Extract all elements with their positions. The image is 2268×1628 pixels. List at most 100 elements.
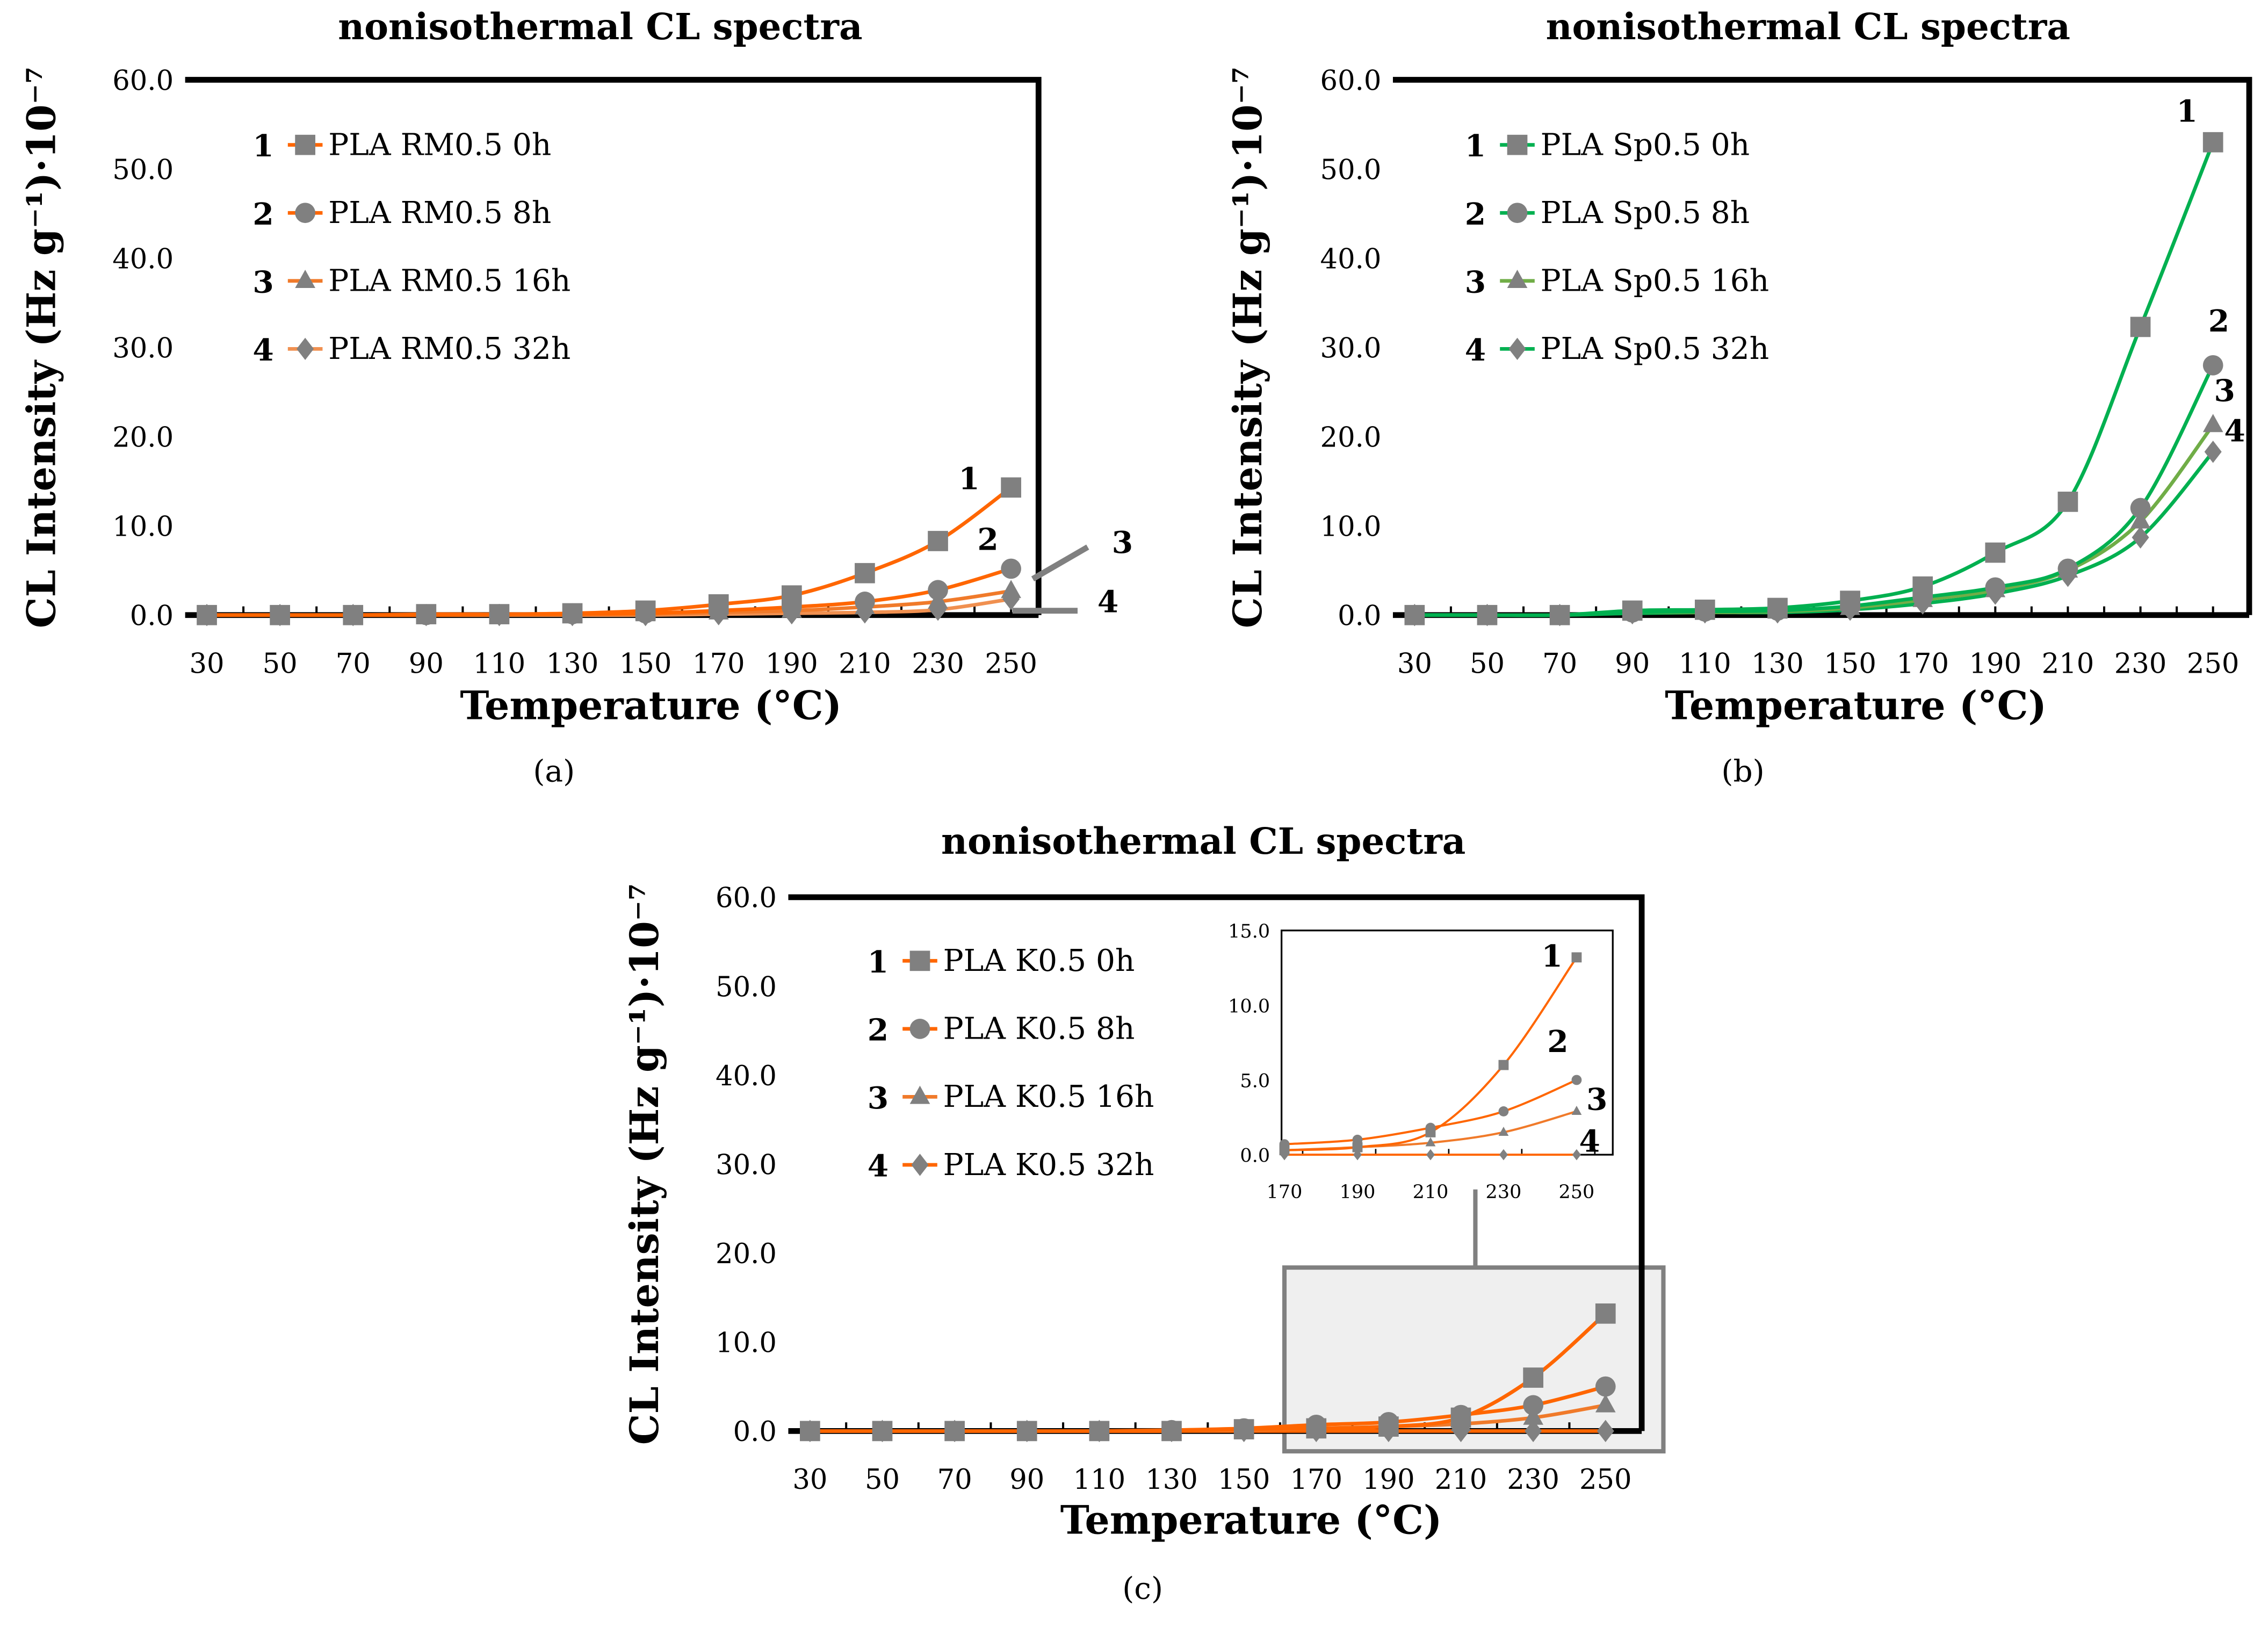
x-tick-label: 210 <box>1435 1464 1487 1496</box>
circle-marker <box>1498 1106 1509 1116</box>
square-marker <box>270 604 290 625</box>
x-tick-label: 30 <box>190 648 225 680</box>
curve-label-4: 4 <box>2224 414 2245 449</box>
series-1 <box>800 1303 1616 1442</box>
y-tick-label: 0.0 <box>733 1416 777 1448</box>
x-tick-label: 50 <box>263 648 298 680</box>
legend-number: 3 <box>1465 264 1486 300</box>
legend-number: 2 <box>252 197 273 232</box>
triangle-marker <box>1595 1394 1616 1413</box>
diamond-marker <box>1597 1420 1614 1443</box>
x-tick-label: 250 <box>1579 1464 1632 1496</box>
inset-y-tick-label: 5.0 <box>1240 1070 1270 1092</box>
circle-marker <box>928 580 948 601</box>
y-axis-label: CL Intensity (Hz g⁻¹)·10⁻⁷ <box>622 883 668 1445</box>
legend-item-3: 3 PLA Sp0.5 16h <box>1465 264 1769 300</box>
legend-item-3: 3 PLA RM0.5 16h <box>252 264 570 300</box>
inset-curve-label-2: 2 <box>1547 1024 1568 1060</box>
circle-marker <box>1595 1376 1616 1397</box>
square-marker <box>1016 1421 1037 1442</box>
curve-label-2: 2 <box>977 522 998 558</box>
legend-number: 4 <box>868 1148 889 1184</box>
y-axis-label: CL Intensity (Hz g⁻¹)·10⁻⁷ <box>1225 67 1271 628</box>
square-marker <box>489 604 510 624</box>
legend-label: PLA RM0.5 32h <box>328 332 570 366</box>
square-marker <box>2130 316 2151 337</box>
y-tick-label: 30.0 <box>716 1149 777 1181</box>
legend-label: PLA K0.5 8h <box>943 1012 1135 1047</box>
legend-number: 2 <box>1465 197 1486 232</box>
diamond-marker <box>2132 526 2149 549</box>
x-tick-label: 30 <box>792 1464 827 1496</box>
square-marker <box>1523 1367 1544 1388</box>
plot-frame <box>1392 77 2252 615</box>
y-tick-label: 20.0 <box>112 422 174 454</box>
legend-number: 1 <box>1465 128 1486 164</box>
legend-label: PLA Sp0.5 8h <box>1541 196 1750 230</box>
y-tick-label: 10.0 <box>716 1328 777 1359</box>
square-marker <box>1352 1142 1363 1152</box>
y-tick-label: 20.0 <box>1320 422 1382 454</box>
inset-x-tick-label: 230 <box>1486 1182 1522 1203</box>
chart-title: nonisothermal CL spectra <box>338 5 862 48</box>
triangle-marker <box>2202 414 2223 433</box>
x-tick-label: 190 <box>1362 1464 1415 1496</box>
square-marker <box>562 603 583 624</box>
x-tick-label: 150 <box>1824 648 1876 680</box>
x-tick-label: 230 <box>2114 648 2167 680</box>
y-tick-label: 50.0 <box>112 154 174 186</box>
diamond-marker <box>1508 337 1526 361</box>
chart-panel-b: nonisothermal CL spectra (b) Temperature (… <box>1225 5 2252 789</box>
plot-frame <box>185 77 1042 615</box>
square-marker <box>1549 604 1570 625</box>
diamond-marker <box>297 337 314 361</box>
square-marker <box>872 1421 893 1442</box>
legend-label: PLA Sp0.5 0h <box>1541 128 1750 163</box>
x-tick-label: 210 <box>839 648 891 680</box>
square-marker <box>1001 477 1021 498</box>
square-marker <box>800 1421 820 1442</box>
x-tick-label: 90 <box>1615 648 1650 680</box>
legend-label: PLA K0.5 32h <box>943 1148 1154 1183</box>
x-tick-label: 210 <box>2042 648 2094 680</box>
inset-y-tick-label: 15.0 <box>1228 921 1270 942</box>
circle-marker <box>2057 558 2078 579</box>
legend-label: PLA RM0.5 0h <box>328 128 551 163</box>
curve-label-3: 3 <box>1112 525 1133 560</box>
legend-label: PLA Sp0.5 32h <box>1541 332 1769 366</box>
series-4 <box>1406 441 2222 626</box>
x-tick-label: 130 <box>1145 1464 1198 1496</box>
chart-panel-a: nonisothermal CL spectra (a) Temperature (… <box>19 5 1133 789</box>
chart-title: nonisothermal CL spectra <box>941 820 1465 862</box>
square-marker <box>1450 1407 1471 1428</box>
inset-curve-label-3: 3 <box>1586 1082 1607 1118</box>
legend-number: 1 <box>252 128 273 164</box>
square-marker <box>1306 1418 1327 1439</box>
panel-caption: (a) <box>533 754 575 789</box>
y-tick-label: 30.0 <box>1320 333 1382 364</box>
square-marker <box>1985 542 2006 563</box>
x-tick-label: 130 <box>546 648 599 680</box>
square-marker <box>1425 1127 1436 1137</box>
zoom-region-box <box>1282 1265 1666 1454</box>
inset-curve-label-4: 4 <box>1579 1124 1600 1159</box>
x-tick-label: 150 <box>619 648 672 680</box>
label-leader-line <box>1031 544 1089 582</box>
circle-marker <box>855 592 875 612</box>
inset-y-tick-label: 10.0 <box>1228 996 1270 1017</box>
legend-number: 4 <box>1465 333 1486 368</box>
square-marker <box>416 604 437 624</box>
y-tick-label: 60.0 <box>716 883 777 914</box>
curve-label-1: 1 <box>958 462 979 497</box>
panel-caption: (b) <box>1721 754 1764 789</box>
square-marker <box>1571 952 1582 963</box>
legend-item-2: 2 PLA RM0.5 8h <box>252 196 551 232</box>
y-tick-label: 0.0 <box>130 601 174 632</box>
curve-label-4: 4 <box>1097 584 1118 619</box>
square-marker <box>635 600 656 621</box>
square-marker <box>1161 1421 1182 1442</box>
diamond-marker <box>911 1154 929 1176</box>
square-marker <box>295 134 315 155</box>
legend-label: PLA K0.5 16h <box>943 1079 1154 1114</box>
